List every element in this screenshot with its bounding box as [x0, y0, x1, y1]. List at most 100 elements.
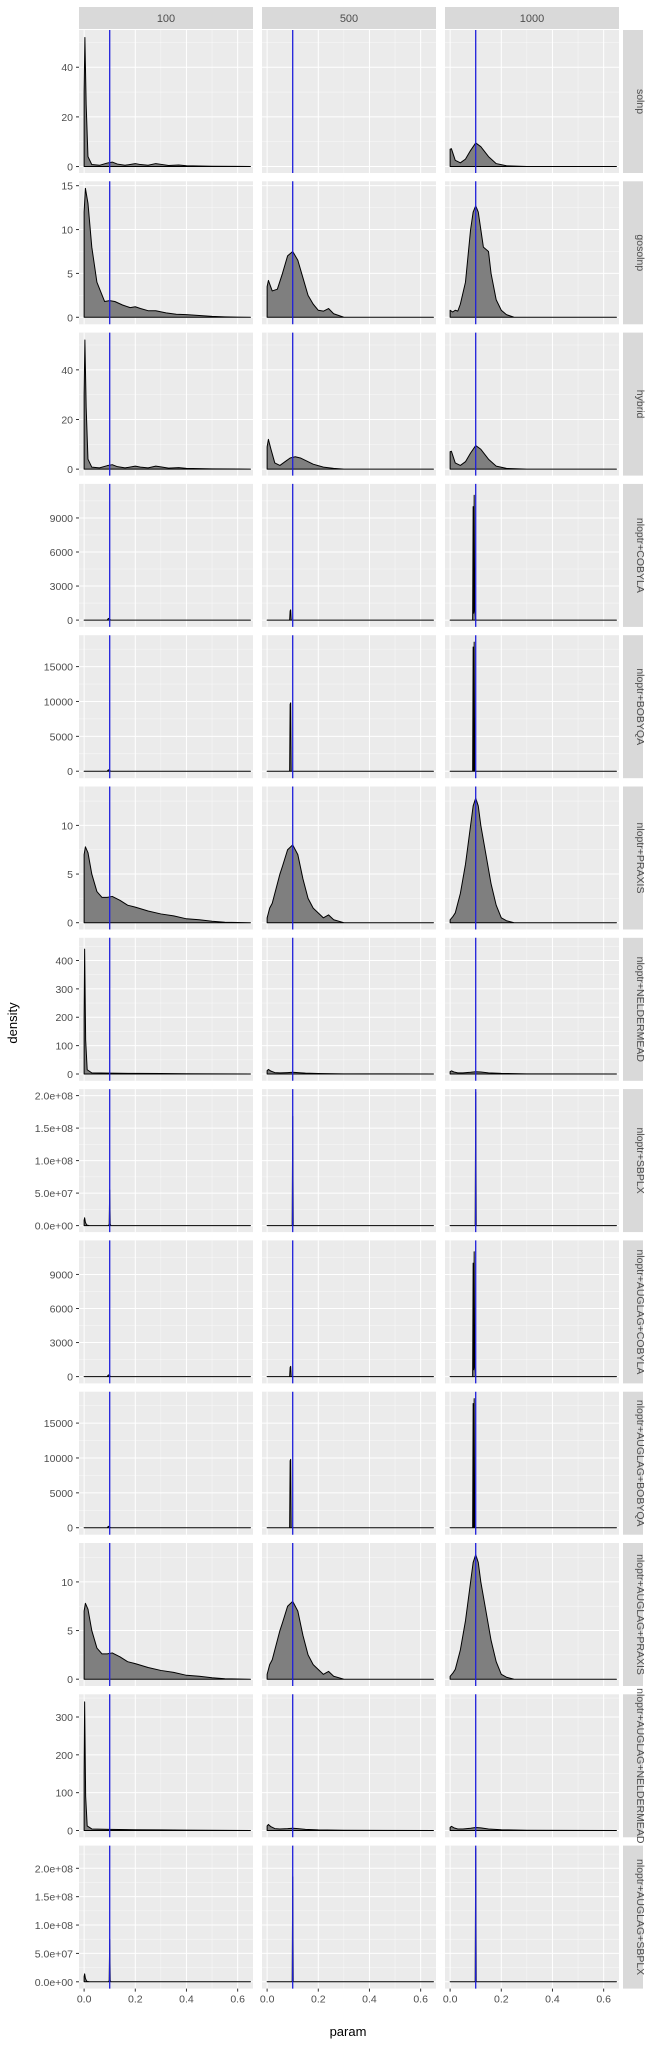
panel-background	[79, 1391, 253, 1535]
density-area	[449, 797, 617, 924]
density-area	[449, 1070, 617, 1075]
row-strip-label: gosolnp	[634, 234, 646, 271]
density-area	[449, 494, 617, 621]
y-tick-label: 0.0e+00	[35, 1221, 73, 1233]
y-tick-label: 10	[61, 1577, 73, 1589]
row-strip	[623, 937, 643, 1081]
x-tick-label: 0.0	[443, 1994, 458, 2006]
row-strip	[623, 1089, 643, 1233]
row-strip	[623, 1391, 643, 1535]
panel-background	[79, 1845, 253, 1989]
density-area	[449, 641, 617, 772]
density-area	[266, 702, 434, 772]
x-tick-label: 0.0	[77, 1994, 92, 2006]
density-area	[266, 250, 434, 318]
panel-background	[445, 483, 619, 627]
column-strip	[262, 7, 436, 29]
panel-background	[445, 1845, 619, 1989]
row-strip-label: nloptr+AUGLAG+SBPLX	[634, 1859, 646, 1975]
row-strip	[623, 1845, 643, 1989]
row-strip	[623, 1694, 643, 1838]
row-strip-label: nloptr+BOBYQA	[634, 668, 646, 745]
y-tick-label: 200	[55, 1750, 73, 1762]
column-strip-label: 1000	[520, 13, 544, 25]
y-tick-label: 15	[61, 181, 73, 193]
density-area	[266, 1068, 434, 1075]
y-tick-label: 15000	[44, 662, 73, 674]
x-tick-label: 0.4	[545, 1994, 560, 2006]
x-tick-label: 0.4	[362, 1994, 377, 2006]
x-tick-label: 0.6	[230, 1994, 245, 2006]
density-area	[83, 1189, 251, 1227]
column-strip-label: 500	[340, 13, 358, 25]
panel-background	[262, 937, 436, 1081]
y-tick-label: 0	[67, 1674, 73, 1686]
density-area	[83, 846, 251, 924]
panel-background	[262, 635, 436, 779]
y-tick-label: 3000	[50, 581, 74, 593]
y-tick-label: 6000	[50, 547, 74, 559]
row-strip	[623, 1543, 643, 1686]
x-axis-title: param	[330, 2024, 367, 2039]
density-area	[83, 339, 251, 470]
y-tick-label: 40	[61, 62, 73, 74]
y-tick-label: 0	[67, 918, 73, 930]
panel-background	[445, 1240, 619, 1384]
y-tick-label: 10	[61, 225, 73, 237]
y-tick-label: 5000	[50, 1488, 74, 1500]
panel-background	[79, 1694, 253, 1838]
x-tick-label: 0.0	[260, 1994, 275, 2006]
density-area	[266, 438, 434, 470]
y-axis-title: density	[5, 1002, 20, 1044]
density-area	[449, 1398, 617, 1529]
y-tick-label: 9000	[50, 513, 74, 525]
panel-background	[79, 332, 253, 476]
panel-background	[262, 1240, 436, 1384]
y-tick-label: 10000	[44, 696, 73, 708]
y-tick-label: 0.0e+00	[35, 1977, 73, 1989]
y-tick-label: 6000	[50, 1303, 74, 1315]
density-area	[83, 948, 251, 1075]
y-tick-label: 0	[67, 464, 73, 476]
row-strip	[623, 1240, 643, 1384]
y-tick-label: 1.0e+08	[35, 1920, 73, 1932]
y-tick-label: 200	[55, 1012, 73, 1024]
density-area	[266, 1458, 434, 1529]
density-area	[83, 1602, 251, 1680]
row-strip	[623, 332, 643, 476]
y-tick-label: 5	[67, 869, 73, 881]
density-area	[83, 1938, 251, 1983]
density-area	[449, 205, 617, 318]
row-strip-label: hybrid	[634, 390, 646, 419]
y-tick-label: 100	[55, 1788, 73, 1800]
y-tick-label: 10000	[44, 1453, 73, 1465]
row-strip-label: nloptr+AUGLAG+COBYLA	[634, 1249, 646, 1374]
y-tick-label: 300	[55, 984, 73, 996]
panel-background	[79, 1240, 253, 1384]
density-area	[266, 1365, 434, 1378]
y-tick-label: 2.0e+08	[35, 1091, 73, 1103]
y-tick-label: 1.5e+08	[35, 1123, 73, 1135]
x-tick-label: 0.6	[596, 1994, 611, 2006]
row-strip-label: nloptr+COBYLA	[634, 518, 646, 593]
y-tick-label: 5	[67, 268, 73, 280]
y-tick-label: 0	[67, 615, 73, 627]
y-tick-label: 1.0e+08	[35, 1156, 73, 1168]
x-tick-label: 0.4	[179, 1994, 194, 2006]
y-tick-label: 3000	[50, 1338, 74, 1350]
panel-background	[445, 635, 619, 779]
y-tick-label: 15000	[44, 1418, 73, 1430]
panel-background	[79, 483, 253, 627]
y-tick-label: 20	[61, 112, 73, 124]
y-tick-label: 9000	[50, 1269, 74, 1281]
density-area	[83, 36, 251, 168]
row-strip-label: nloptr+NELDERMEAD	[634, 957, 646, 1063]
panel-background	[262, 483, 436, 627]
panel-background	[445, 1694, 619, 1838]
row-strip	[623, 786, 643, 930]
row-strip	[623, 483, 643, 627]
density-area	[266, 1600, 434, 1680]
panel-background	[79, 937, 253, 1081]
